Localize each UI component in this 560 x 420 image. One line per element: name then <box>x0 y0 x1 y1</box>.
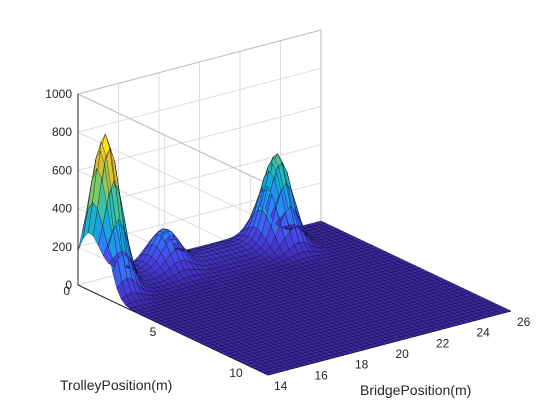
x-tick-label: 14 <box>274 379 288 393</box>
z-tick-label: 600 <box>52 163 72 177</box>
y-tick-label: 5 <box>150 325 157 339</box>
axis-box-edge <box>77 29 322 95</box>
x-tick-label: 24 <box>477 326 491 340</box>
x-tick-label: 26 <box>517 315 531 329</box>
x-tick-label: 20 <box>396 347 410 361</box>
y-tick-label: 0 <box>63 284 70 298</box>
y-axis-label: TrolleyPosition(m) <box>60 377 172 393</box>
x-axis-label: BridgePosition(m) <box>360 382 471 398</box>
z-tick-label: 400 <box>52 202 72 216</box>
tick-labels: 0 200 400 600 800 1000 0 5 10 14 16 18 20 22 24 26 <box>45 87 530 393</box>
x-tick-label: 18 <box>355 358 369 372</box>
y-tick-label: 10 <box>229 366 243 380</box>
z-tick-label: 800 <box>52 125 72 139</box>
surface-patch <box>77 211 88 251</box>
surface-patch <box>263 371 274 376</box>
x-tick-label: 22 <box>436 336 450 350</box>
x-tick-label: 16 <box>315 368 329 382</box>
z-tick-label: 200 <box>52 240 72 254</box>
surface-mesh <box>77 133 512 376</box>
z-tick-label: 0 <box>65 278 72 292</box>
axis-box-edge <box>77 93 269 185</box>
z-tick-label: 1000 <box>45 87 72 101</box>
